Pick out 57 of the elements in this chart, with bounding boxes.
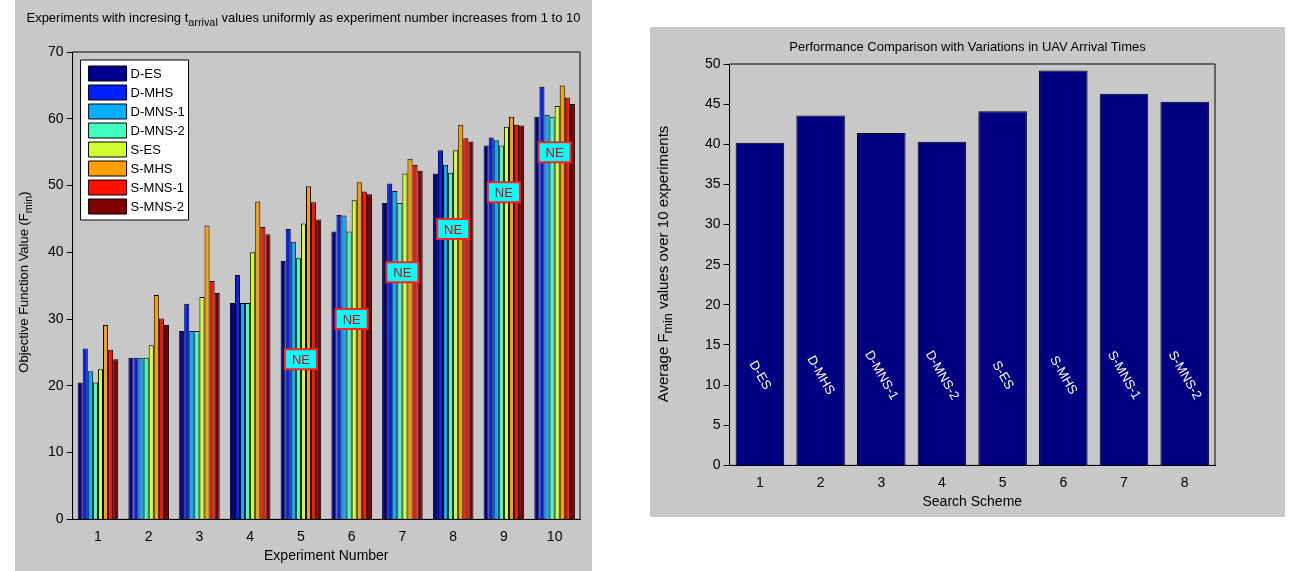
y-tick-label: 30 — [704, 215, 721, 232]
x-tick-label: 5 — [998, 473, 1007, 490]
y-tick-label: 0 — [55, 510, 64, 527]
legend-label: D-MNS-2 — [130, 123, 185, 139]
y-tick-label: 20 — [47, 376, 64, 393]
chart-title: Experiments with incresing t$_{arrival}$ values uniformly as experiment number increases from 1 to 10 — [25, 10, 582, 28]
x-tick-label: 6 — [1059, 473, 1068, 490]
y-tick-label: 35 — [704, 175, 721, 192]
chart-title: Performance Comparison with Variations in UAV Arrival Times — [788, 39, 1147, 54]
x-tick-label: 3 — [877, 473, 886, 490]
x-tick-label: 1 — [94, 527, 103, 544]
annotation: NE — [393, 264, 412, 280]
x-tick-label: 4 — [246, 527, 255, 544]
x-tick-label: 1 — [756, 473, 765, 490]
annotation: NE — [342, 311, 362, 327]
annotation: NE — [444, 221, 463, 237]
y-tick-label: 60 — [47, 109, 64, 126]
x-tick-label: 3 — [195, 527, 204, 544]
y-tick-label: 30 — [47, 309, 64, 326]
legend-label: S-ES — [130, 142, 162, 158]
y-tick-label: 45 — [704, 95, 721, 111]
x-axis-title: Search Scheme — [922, 493, 1023, 510]
annotation: NE — [494, 184, 514, 200]
y-tick-label: 0 — [712, 456, 721, 473]
annotation: NE — [545, 144, 564, 160]
annotation: NE — [291, 351, 311, 367]
y-tick-label: 70 — [47, 42, 64, 59]
legend-label: D-MNS-1 — [130, 104, 185, 120]
x-tick-label: 2 — [144, 527, 153, 544]
annotation: S-ES — [989, 358, 1018, 393]
legend-label: D-MHS — [130, 85, 174, 101]
legend-label: S-MHS — [130, 161, 173, 177]
x-tick-label: 8 — [1180, 473, 1189, 490]
x-tick-label: 2 — [816, 473, 825, 490]
y-tick-label: 15 — [704, 335, 721, 352]
x-tick-label: 8 — [449, 527, 458, 544]
x-tick-label: 9 — [499, 527, 508, 544]
x-tick-label: 5 — [297, 527, 306, 544]
x-tick-label: 6 — [347, 527, 356, 544]
x-tick-label: 4 — [938, 473, 947, 490]
y-tick-label: 10 — [47, 443, 64, 460]
y-tick-label: 20 — [704, 295, 721, 312]
y-tick-label: 5 — [712, 416, 721, 433]
legend-label: S-MNS-2 — [130, 199, 185, 215]
legend-label: D-ES — [130, 66, 162, 82]
y-tick-label: 40 — [704, 135, 721, 152]
x-tick-label: 7 — [1120, 473, 1129, 490]
annotation: D-ES — [746, 357, 776, 393]
y-tick-label: 50 — [704, 54, 721, 71]
x-tick-label: 7 — [398, 527, 407, 544]
y-tick-label: 10 — [704, 375, 721, 392]
legend-label: S-MNS-1 — [130, 180, 185, 196]
y-tick-label: 50 — [47, 176, 64, 193]
x-tick-label: 10 — [546, 527, 563, 544]
y-tick-label: 25 — [704, 255, 721, 272]
x-axis-title: Experiment Number — [264, 547, 389, 564]
y-tick-label: 40 — [47, 243, 64, 260]
